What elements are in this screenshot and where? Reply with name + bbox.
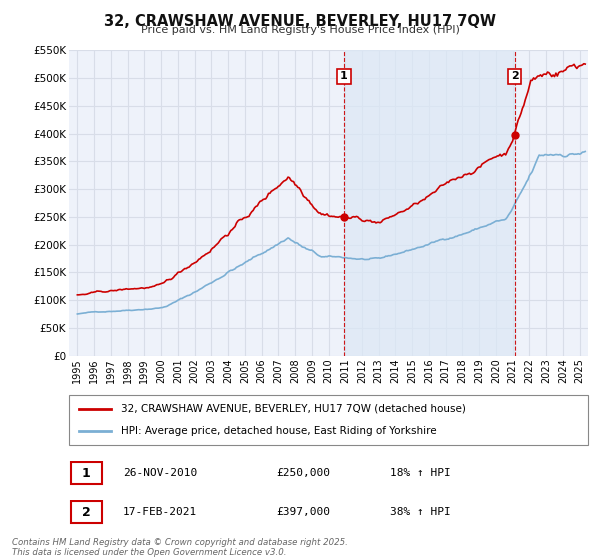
FancyBboxPatch shape (71, 462, 102, 484)
Text: 32, CRAWSHAW AVENUE, BEVERLEY, HU17 7QW (detached house): 32, CRAWSHAW AVENUE, BEVERLEY, HU17 7QW … (121, 404, 466, 414)
FancyBboxPatch shape (69, 395, 588, 445)
Text: 1: 1 (340, 71, 348, 81)
Text: HPI: Average price, detached house, East Riding of Yorkshire: HPI: Average price, detached house, East… (121, 426, 437, 436)
Text: 1: 1 (82, 466, 91, 480)
Text: 32, CRAWSHAW AVENUE, BEVERLEY, HU17 7QW: 32, CRAWSHAW AVENUE, BEVERLEY, HU17 7QW (104, 14, 496, 29)
Text: 26-NOV-2010: 26-NOV-2010 (123, 468, 197, 478)
Text: Price paid vs. HM Land Registry's House Price Index (HPI): Price paid vs. HM Land Registry's House … (140, 25, 460, 35)
Text: £250,000: £250,000 (276, 468, 330, 478)
FancyBboxPatch shape (71, 501, 102, 524)
Text: 2: 2 (511, 71, 518, 81)
Text: £397,000: £397,000 (276, 507, 330, 517)
Text: 18% ↑ HPI: 18% ↑ HPI (390, 468, 451, 478)
Text: Contains HM Land Registry data © Crown copyright and database right 2025.
This d: Contains HM Land Registry data © Crown c… (12, 538, 348, 557)
Text: 2: 2 (82, 506, 91, 519)
Text: 38% ↑ HPI: 38% ↑ HPI (390, 507, 451, 517)
Bar (344, 50, 515, 356)
Text: 17-FEB-2021: 17-FEB-2021 (123, 507, 197, 517)
